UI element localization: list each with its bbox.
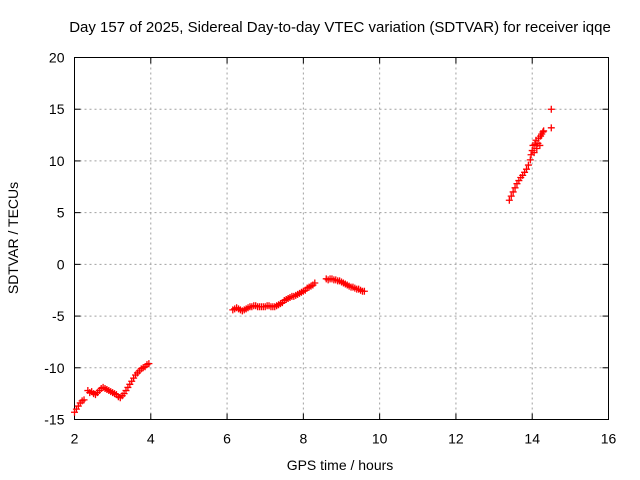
x-tick-label: 2 xyxy=(71,431,79,447)
y-tick-label: 15 xyxy=(49,101,65,117)
data-point xyxy=(511,184,519,192)
data-point xyxy=(524,161,532,169)
y-axis-label: SDTVAR / TECUs xyxy=(5,182,21,294)
data-point xyxy=(507,192,515,200)
x-tick-label: 8 xyxy=(299,431,307,447)
data-point xyxy=(539,128,547,136)
y-tick-label: -15 xyxy=(44,412,64,428)
x-axis-label: GPS time / hours xyxy=(287,457,394,473)
y-tick-label: 5 xyxy=(57,205,65,221)
data-point xyxy=(547,105,555,113)
data-point xyxy=(547,124,555,132)
data-point xyxy=(530,149,538,157)
x-tick-label: 16 xyxy=(601,431,617,447)
plot-frame xyxy=(74,57,609,420)
x-axis-tick-labels: 2 4 6 8 10 12 14 16 xyxy=(71,431,617,447)
x-tick-label: 10 xyxy=(372,431,388,447)
data-point xyxy=(536,141,544,149)
data-point xyxy=(522,165,530,173)
chart-title: Day 157 of 2025, Sidereal Day-to-day VTE… xyxy=(69,19,611,36)
grid xyxy=(74,57,609,420)
x-tick-label: 12 xyxy=(448,431,464,447)
data-point xyxy=(505,196,513,204)
y-tick-label: 20 xyxy=(49,50,65,66)
y-tick-label: -10 xyxy=(44,360,64,376)
data-point xyxy=(360,287,368,295)
y-tick-label: 0 xyxy=(57,256,65,272)
data-point xyxy=(509,188,517,196)
x-tick-label: 4 xyxy=(147,431,155,447)
data-point xyxy=(531,140,539,148)
data-point xyxy=(540,127,548,135)
y-axis-tick-labels: -15 -10 -5 0 5 10 15 20 xyxy=(44,50,64,428)
data-point xyxy=(80,396,88,404)
axis-ticks xyxy=(74,57,609,420)
data-point xyxy=(145,360,153,368)
data-points xyxy=(71,105,555,416)
y-tick-label: -5 xyxy=(52,308,65,324)
y-tick-label: 10 xyxy=(49,153,65,169)
x-tick-label: 14 xyxy=(524,431,540,447)
data-point xyxy=(526,156,534,164)
data-point xyxy=(311,279,319,287)
x-tick-label: 6 xyxy=(223,431,231,447)
data-point xyxy=(533,145,541,153)
